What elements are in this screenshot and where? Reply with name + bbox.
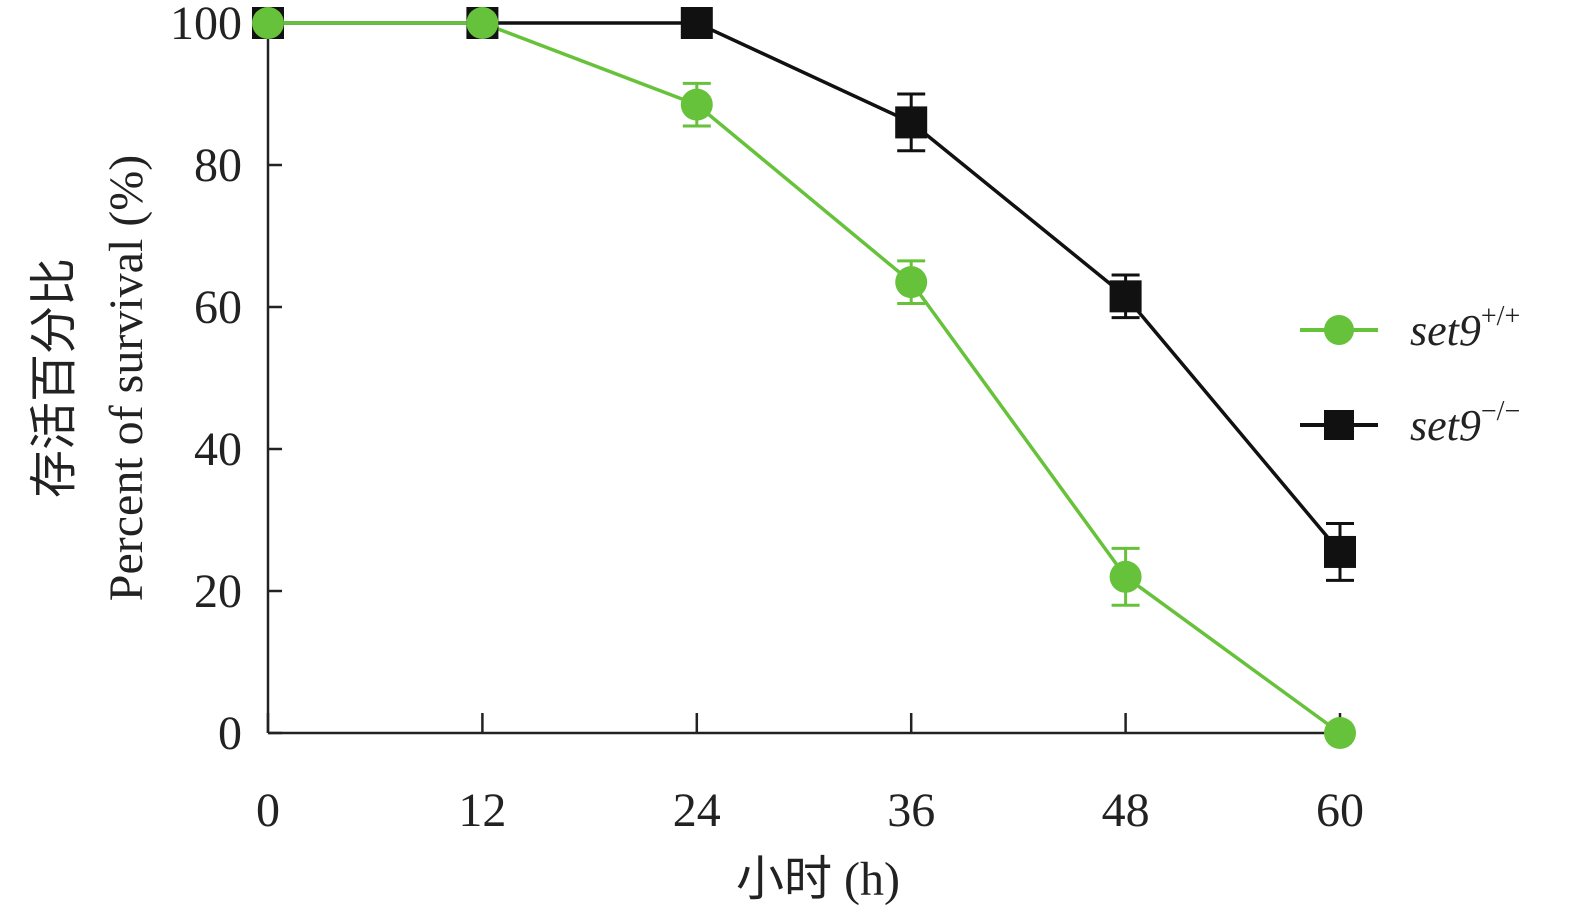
y-tick-label: 40 bbox=[194, 423, 242, 476]
legend-item: set9−/− bbox=[1300, 396, 1520, 450]
data-point bbox=[1324, 717, 1356, 749]
series-line bbox=[268, 21, 1342, 554]
data-point bbox=[252, 7, 284, 39]
x-axis-title: 小时 (h) bbox=[736, 853, 900, 906]
x-tick-label: 48 bbox=[1102, 784, 1150, 837]
data-point bbox=[1109, 280, 1142, 313]
legend-label: set9+/+ bbox=[1410, 301, 1520, 355]
legend-superscript: +/+ bbox=[1481, 301, 1520, 332]
legend-series-name: set9 bbox=[1410, 306, 1481, 355]
series-layer bbox=[252, 7, 1356, 749]
series-1 bbox=[268, 21, 1354, 582]
x-tick-label: 36 bbox=[887, 784, 935, 837]
legend-item: set9+/+ bbox=[1300, 301, 1520, 355]
y-tick-label: 80 bbox=[194, 139, 242, 192]
markers-0 bbox=[252, 7, 1356, 749]
series-line bbox=[268, 21, 1342, 735]
legend-superscript: −/− bbox=[1481, 396, 1520, 427]
data-point bbox=[1324, 535, 1356, 568]
y-axis-title-en: Percent of survival (%) bbox=[100, 155, 153, 602]
y-tick-label: 60 bbox=[194, 281, 242, 334]
data-point bbox=[680, 88, 713, 121]
legend-label: set9−/− bbox=[1410, 396, 1520, 450]
series-0 bbox=[268, 21, 1342, 735]
data-point bbox=[466, 7, 499, 39]
y-tick-label: 20 bbox=[194, 565, 242, 618]
legend: set9+/+set9−/− bbox=[1300, 301, 1520, 450]
legend-marker bbox=[1324, 315, 1354, 345]
axes: 0 20 40 60 80 100 0 12 24 36 48 60 bbox=[170, 0, 1364, 837]
data-point bbox=[895, 106, 928, 139]
data-point bbox=[1109, 560, 1142, 593]
x-tick-label: 60 bbox=[1316, 784, 1364, 837]
legend-marker bbox=[1324, 410, 1354, 440]
legend-series-name: set9 bbox=[1410, 401, 1481, 450]
data-point bbox=[680, 7, 713, 39]
y-tick-label: 0 bbox=[218, 707, 242, 760]
data-point bbox=[895, 266, 928, 299]
x-tick-label: 0 bbox=[256, 784, 280, 837]
x-tick-label: 12 bbox=[458, 784, 506, 837]
y-tick-label: 100 bbox=[170, 0, 242, 50]
markers-1 bbox=[252, 7, 1356, 568]
y-axis-title-cn: 存活百分比 bbox=[28, 258, 81, 498]
x-tick-label: 24 bbox=[673, 784, 721, 837]
